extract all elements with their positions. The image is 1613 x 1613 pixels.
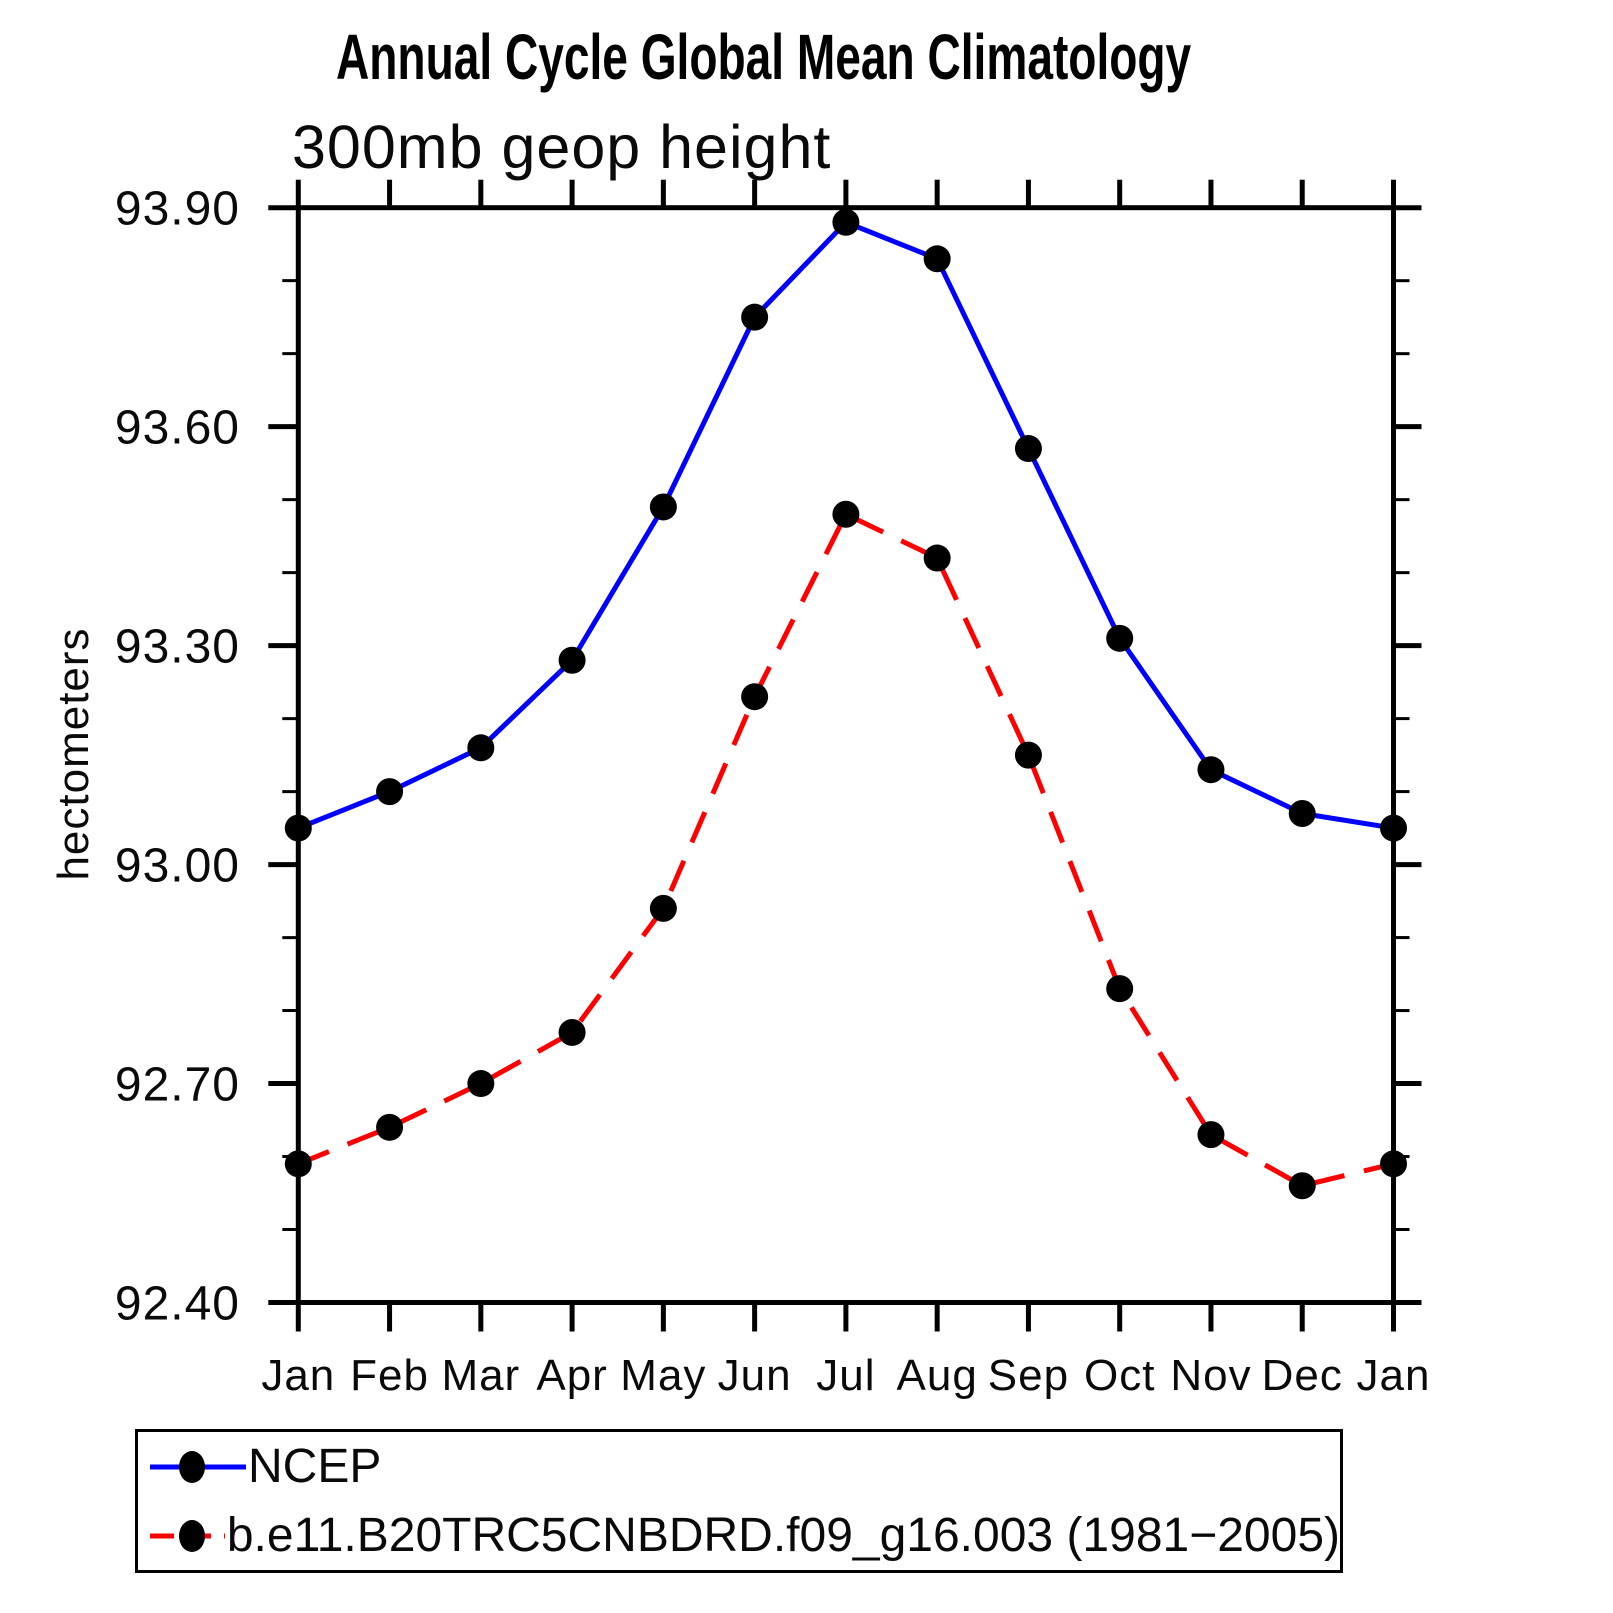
- data-point-model: [1288, 1172, 1316, 1200]
- legend-box: NCEP b.e11.B20TRC5CNBDRD.f09_g16.003 (19…: [135, 1429, 1343, 1573]
- x-tick-label: Sep: [988, 1351, 1069, 1400]
- y-tick-label: 92.40: [115, 1278, 240, 1331]
- data-point-ncep: [1197, 756, 1225, 784]
- y-tick-label: 92.70: [115, 1059, 240, 1112]
- data-point-model: [1014, 741, 1042, 769]
- x-tick-label: Nov: [1170, 1351, 1251, 1400]
- data-point-model: [467, 1070, 495, 1098]
- data-point-ncep: [832, 208, 860, 236]
- x-tick-label: May: [620, 1351, 706, 1400]
- legend-entry-model: b.e11.B20TRC5CNBDRD.f09_g16.003 (1981−20…: [150, 1501, 1340, 1570]
- data-point-ncep: [1014, 435, 1042, 463]
- legend-label-model: b.e11.B20TRC5CNBDRD.f09_g16.003 (1981−20…: [226, 1508, 1340, 1562]
- x-tick-label: Mar: [441, 1351, 520, 1400]
- data-point-model: [376, 1113, 404, 1141]
- data-point-model: [558, 1018, 586, 1046]
- data-point-ncep: [558, 646, 586, 674]
- data-point-model: [832, 500, 860, 528]
- legend-entry-ncep: NCEP: [150, 1432, 1340, 1501]
- data-point-ncep: [741, 303, 769, 331]
- data-point-model: [741, 683, 769, 711]
- data-point-model: [1380, 1150, 1407, 1178]
- y-tick-label: 93.90: [115, 183, 240, 236]
- series-line-model: [297, 511, 1395, 1189]
- legend-label-ncep: NCEP: [248, 1439, 382, 1493]
- x-tick-label: Jun: [718, 1351, 792, 1400]
- legend-marker-model: [179, 1519, 205, 1552]
- x-tick-label: Aug: [897, 1351, 978, 1400]
- data-point-model: [1197, 1121, 1225, 1149]
- data-point-model: [923, 544, 951, 572]
- data-point-model: [649, 894, 677, 922]
- y-tick-label: 93.60: [115, 402, 240, 455]
- legend-line-ncep-sample: [150, 1450, 246, 1483]
- x-tick-label: Oct: [1084, 1351, 1155, 1400]
- legend-marker-ncep: [179, 1450, 205, 1483]
- data-point-ncep: [1380, 814, 1407, 842]
- data-point-model: [1106, 975, 1134, 1003]
- data-point-ncep: [649, 493, 677, 521]
- data-point-model: [284, 1150, 312, 1178]
- data-point-ncep: [376, 778, 404, 806]
- x-tick-label: Jan: [1357, 1351, 1431, 1400]
- x-tick-label: Jan: [261, 1351, 335, 1400]
- chart-subtitle: 300mb geop height: [292, 113, 832, 181]
- x-tick-label: Dec: [1262, 1351, 1343, 1400]
- y-tick-label: 93.00: [115, 840, 240, 893]
- data-point-ncep: [1106, 624, 1134, 652]
- data-point-ncep: [284, 814, 312, 842]
- legend-line-model-sample: [150, 1519, 225, 1552]
- x-tick-label: Feb: [350, 1351, 429, 1400]
- data-point-ncep: [923, 245, 951, 273]
- chart-title: Annual Cycle Global Mean Climatology: [336, 21, 1192, 93]
- y-tick-label: 93.30: [115, 621, 240, 674]
- x-tick-label: Jul: [816, 1351, 875, 1400]
- data-point-ncep: [467, 734, 495, 762]
- data-point-ncep: [1288, 799, 1316, 827]
- x-tick-label: Apr: [536, 1351, 607, 1400]
